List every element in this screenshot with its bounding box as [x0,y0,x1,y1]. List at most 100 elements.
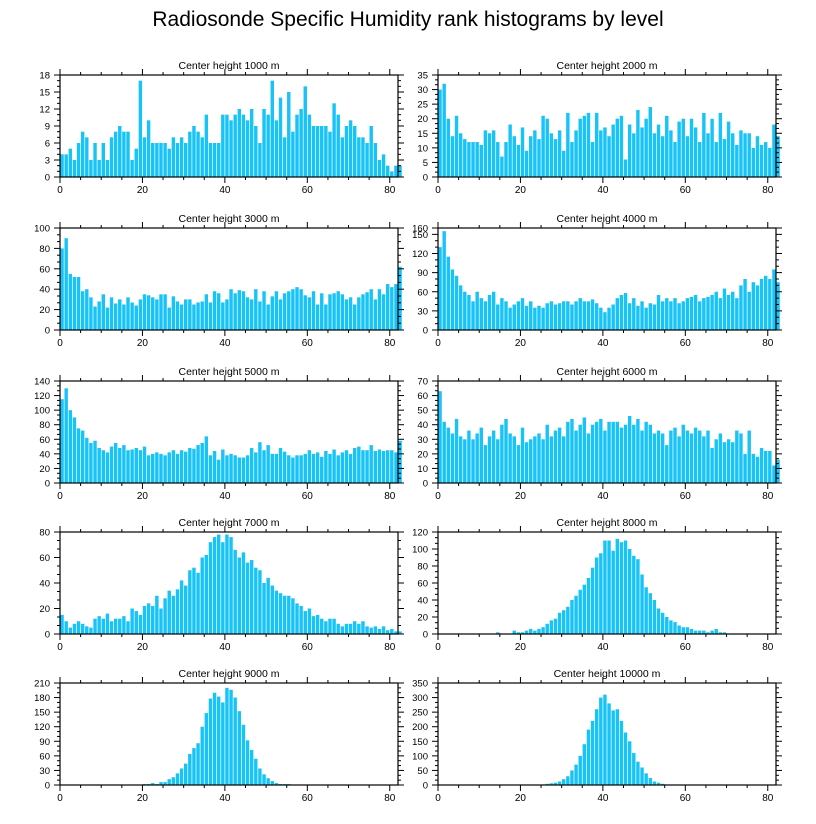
histogram-bar [159,608,163,634]
histogram-bar [315,126,320,177]
y-tick-label: 60 [417,579,428,590]
histogram-bar [714,142,718,177]
histogram-bar [324,621,328,634]
histogram-bar [640,430,644,483]
x-tick-label: 80 [762,338,774,349]
histogram-bar [233,455,237,483]
histogram-bar [652,600,657,634]
x-tick-label: 40 [597,185,609,196]
histogram-bar [274,453,279,483]
histogram-bar [80,131,85,177]
histogram-bar [726,294,731,330]
histogram-bar [266,114,270,177]
histogram-bar [562,779,566,785]
histogram-bar [303,86,307,177]
histogram-bar [208,143,213,177]
histogram-bar [274,590,279,634]
histogram-bar [167,452,171,483]
histogram-bar [627,124,632,177]
histogram-bar [669,430,673,483]
histogram-bar [549,620,554,634]
histogram-bar [652,781,657,785]
histogram-bar [365,450,369,483]
histogram-bar [681,118,685,177]
histogram-bar [381,294,386,330]
histogram-bar [698,630,702,634]
histogram-bar [72,417,77,483]
histogram-bar [385,450,390,483]
histogram-bar [196,131,200,177]
histogram-bar [101,294,105,330]
histogram-bar [134,305,138,330]
histogram-bar [212,692,217,785]
histogram-bar [340,452,345,483]
histogram-bar [718,298,723,331]
histogram-bar [68,148,73,177]
histogram-bar [122,131,126,177]
histogram-bar [398,266,402,330]
y-tick-label: 12 [39,105,50,116]
histogram-bar [450,136,455,177]
plot-frame [437,682,777,786]
histogram-bar [369,627,373,635]
histogram-bar [287,455,291,483]
histogram-bar [524,305,529,330]
histogram-bar [254,567,258,634]
histogram-bar [463,439,467,483]
histogram-bar [553,304,558,330]
histogram-bar [611,124,615,177]
histogram-bar [373,299,378,330]
histogram-bar [483,301,488,330]
plot-frame [437,531,777,635]
histogram-bar [237,711,242,785]
histogram-bar [545,623,549,634]
histogram-bar [475,291,479,330]
y-tick-label: 35 [417,71,428,82]
histogram-bar [163,294,167,330]
panel-title: Center height 8000 m [557,517,658,529]
histogram-bar [615,421,620,483]
histogram-bar [324,304,328,330]
histogram-bar [196,572,200,634]
histogram-bar [225,114,229,177]
x-tick-label: 40 [219,338,231,349]
histogram-bar [385,630,390,634]
histogram-bar [109,137,114,177]
y-tick-label: 300 [412,693,428,704]
histogram-bar [500,298,504,331]
histogram-bar [233,697,237,785]
histogram-bar [208,698,213,785]
histogram-bar [76,276,81,330]
histogram-bar [541,307,545,330]
y-tick-label: 50 [417,406,428,417]
histogram-bar [438,391,442,483]
histogram-bar [726,439,731,483]
histogram-bar [146,295,151,330]
histogram-bar [151,297,155,330]
histogram-bar [192,748,196,785]
histogram-bar [735,430,739,483]
y-tick-label: 15 [39,88,50,99]
y-tick-label: 20 [417,449,428,460]
histogram-bar [361,621,365,634]
histogram-bar [710,118,714,177]
histogram-bar [118,448,122,483]
histogram-bar [200,442,204,483]
histogram-bar [328,453,332,483]
histogram-bar [570,304,574,330]
histogram-bar [229,120,233,177]
histogram-bar [97,616,101,634]
y-tick-label: 60 [417,287,428,298]
histogram-bar [138,450,143,483]
histogram-bar [681,301,685,330]
histogram-bar [204,114,209,177]
x-tick-label: 40 [597,793,609,804]
histogram-bar [578,298,582,331]
y-tick-label: 60 [39,435,50,446]
histogram-bar [394,631,398,634]
histogram-bar [537,305,541,330]
histogram-bar [72,623,77,634]
histogram-bar [623,732,628,785]
histogram-bar [755,136,760,177]
histogram-bar [159,782,163,785]
